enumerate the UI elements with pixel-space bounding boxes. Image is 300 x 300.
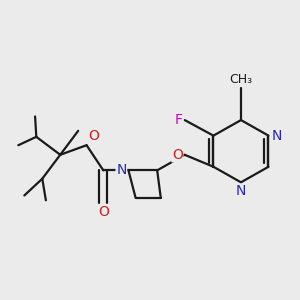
Text: F: F <box>175 113 183 127</box>
Text: CH₃: CH₃ <box>230 73 253 86</box>
Text: O: O <box>98 205 109 219</box>
Text: N: N <box>236 184 246 198</box>
Text: O: O <box>88 129 99 143</box>
Text: N: N <box>116 163 127 177</box>
Text: O: O <box>172 148 183 162</box>
Text: N: N <box>272 129 282 142</box>
